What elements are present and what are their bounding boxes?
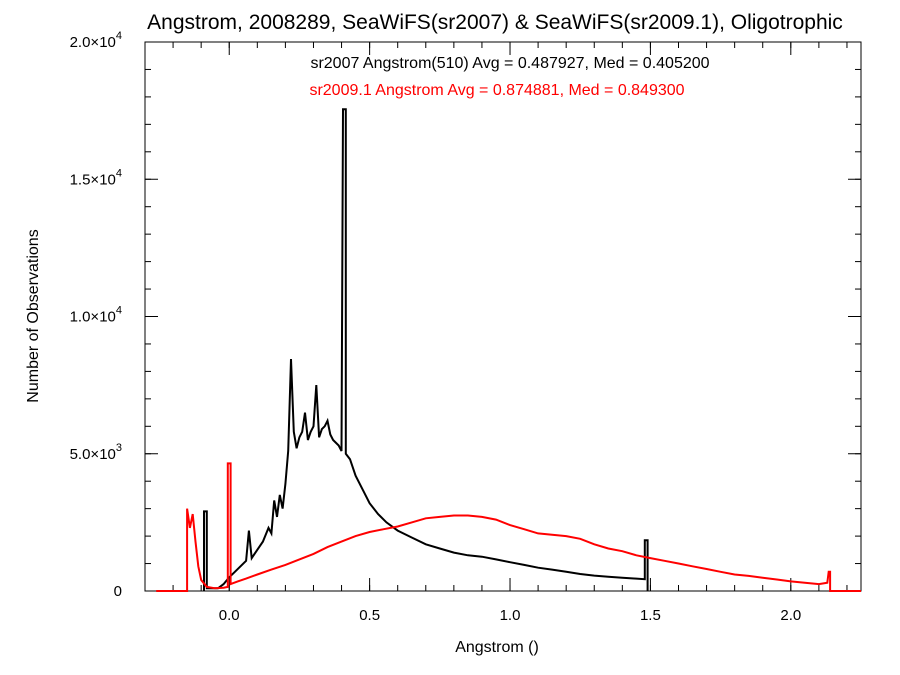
series-layer [156,108,861,592]
y-axis-label: Number of Observations [25,229,42,402]
x-axis-label: Angstrom () [455,639,539,656]
series-line-sr2007 [203,108,649,591]
x-tick-label: 0.5 [359,607,380,624]
y-tick-label: 0 [114,583,122,600]
y-tick-label: 1.5×104 [70,167,122,188]
x-tick-label: 2.0 [780,607,801,624]
plot-frame [144,41,862,592]
y-tick-labels: 0 5.0×103 1.0×104 1.5×104 2.0×104 [70,30,122,600]
series-annotation-sr2009: sr2009.1 Angstrom Avg = 0.874881, Med = … [309,82,684,99]
x-tick-label: 0.0 [219,607,240,624]
axis-ticks [145,41,861,592]
y-tick-label: 5.0×103 [70,442,122,463]
x-tick-label: 1.5 [640,607,661,624]
y-tick-label: 2.0×104 [70,30,122,51]
x-tick-labels: 0.0 0.5 1.0 1.5 2.0 [219,607,801,624]
plot-area [144,41,862,592]
series-annotation-sr2007: sr2007 Angstrom(510) Avg = 0.487927, Med… [310,55,709,72]
x-tick-label: 1.0 [500,607,521,624]
chart-title: Angstrom, 2008289, SeaWiFS(sr2007) & Sea… [147,11,843,34]
series-line-sr2009 [156,462,861,592]
y-tick-label: 1.0×104 [70,305,122,326]
